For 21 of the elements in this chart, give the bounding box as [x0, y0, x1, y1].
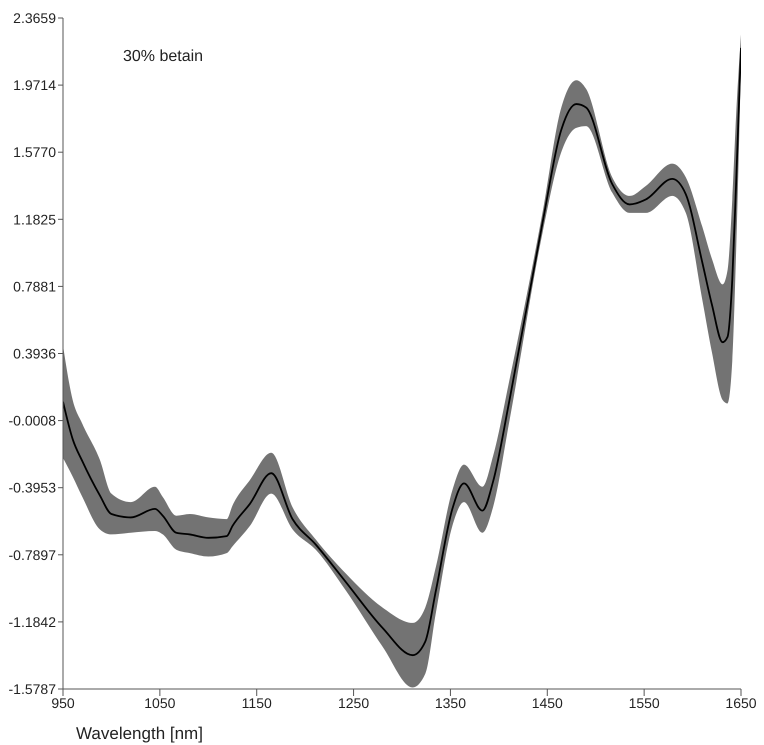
x-tick-label: 1650 [725, 694, 757, 711]
y-tick-label: 0.7881 [13, 278, 56, 294]
y-tick-label: 1.5770 [13, 144, 56, 160]
y-tick-label: -0.3953 [8, 480, 56, 496]
x-axis-title: Wavelength [nm] [76, 724, 203, 743]
y-tick-label: 1.9714 [13, 77, 56, 94]
x-tick-label: 1450 [532, 694, 564, 711]
x-tick-label: 950 [51, 694, 75, 711]
x-tick-label: 1150 [242, 694, 272, 711]
y-tick-label: 1.1825 [13, 211, 56, 228]
y-tick-label: -1.1842 [8, 614, 56, 630]
y-tick-label: -1.5787 [8, 680, 56, 697]
annotation: 30% betain [123, 48, 204, 66]
y-tick-label: -0.7897 [8, 546, 56, 563]
x-tick-label: 1250 [338, 694, 370, 711]
y-tick-label: 2.3659 [13, 10, 56, 26]
y-tick-label: -0.0008 [8, 412, 56, 429]
y-tick-label: 0.3936 [13, 345, 56, 362]
x-tick-label: 1350 [434, 694, 466, 711]
x-tick-label: 1550 [628, 694, 660, 711]
x-tick-label: 1050 [144, 694, 176, 711]
